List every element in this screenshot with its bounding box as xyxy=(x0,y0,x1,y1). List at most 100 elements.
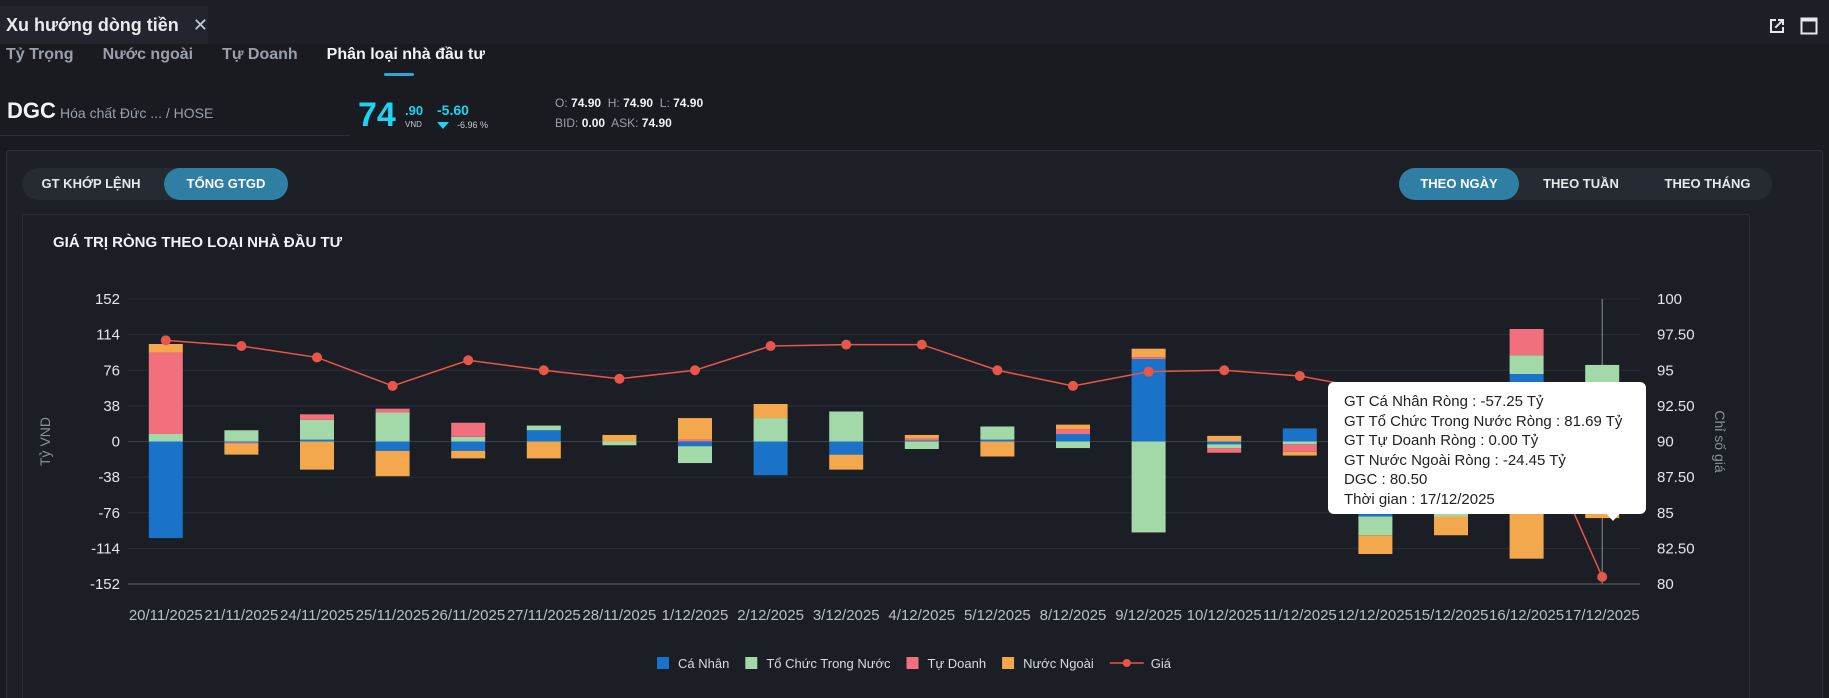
tong-gtgd-button[interactable]: TỔNG GTGD xyxy=(164,168,288,200)
tooltip-line: Thời gian : 17/12/2025 xyxy=(1344,490,1495,508)
open-external-icon[interactable] xyxy=(1767,16,1787,36)
bar-segment xyxy=(678,418,712,440)
bar-segment xyxy=(224,441,259,443)
x-tick-label: 15/12/2025 xyxy=(1413,607,1488,624)
company-name: Hóa chất Đức ... / HOSE xyxy=(60,105,213,121)
legend-swatch xyxy=(906,657,919,669)
bar-segment xyxy=(1282,444,1317,452)
theo-thang-button[interactable]: THEO THÁNG xyxy=(1664,176,1751,191)
price-decimal: .90 xyxy=(405,103,424,118)
bar-segment xyxy=(1358,516,1393,536)
price-point xyxy=(236,341,247,352)
price-point xyxy=(1294,370,1305,381)
open-label: O: xyxy=(555,96,568,110)
x-tick-label: 8/12/2025 xyxy=(1040,607,1107,624)
price-integer: 74 xyxy=(358,96,396,134)
tab-nuoc-ngoai[interactable]: Nước ngoài xyxy=(102,46,194,63)
bar-segment xyxy=(1434,516,1468,536)
close-icon[interactable]: ✕ xyxy=(192,15,208,35)
bar-segment xyxy=(375,441,410,451)
legend-label: Nước Ngoài xyxy=(1023,656,1094,671)
y-tick-label: -114 xyxy=(91,540,120,557)
window-title: Xu hướng dòng tiền xyxy=(6,14,179,35)
bar-segment xyxy=(1282,428,1317,442)
y2-tick-label: 97.50 xyxy=(1657,327,1695,344)
y-axis-title: Tỷ VND xyxy=(37,417,53,466)
price-point xyxy=(916,339,927,350)
x-tick-label: 3/12/2025 xyxy=(813,607,880,624)
chart-title: GIÁ TRỊ RÒNG THEO LOẠI NHÀ ĐẦU TƯ xyxy=(53,234,343,251)
x-tick-label: 16/12/2025 xyxy=(1489,607,1564,624)
tab-tu-doanh[interactable]: Tự Doanh xyxy=(222,46,298,63)
x-tick-label: 12/12/2025 xyxy=(1338,607,1413,624)
gt-khop-lenh-button[interactable]: GT KHỚP LỆNH xyxy=(41,176,141,191)
y-tick-label: -152 xyxy=(90,576,120,593)
tab-ty-trong[interactable]: Tỷ Trọng xyxy=(6,46,74,63)
legend-swatch xyxy=(745,657,758,669)
bar-segment xyxy=(980,441,1015,457)
high-label: H: xyxy=(607,96,620,110)
bar-segment xyxy=(224,443,259,455)
legend-label: Tổ Chức Trong Nước xyxy=(766,656,891,671)
bar-segment xyxy=(753,404,788,419)
y-tick-label: -38 xyxy=(98,469,120,486)
bar-segment xyxy=(300,419,334,440)
bar-segment xyxy=(224,442,259,444)
tooltip-line: GT Cá Nhân Ròng : -57.25 Tỷ xyxy=(1344,393,1544,410)
bar-segment xyxy=(375,408,410,413)
bar-segment xyxy=(1131,441,1166,533)
legend-line-point xyxy=(1122,659,1131,667)
bar-segment xyxy=(1056,429,1090,434)
bar-segment xyxy=(980,426,1015,440)
theo-tuan-button[interactable]: THEO TUẦN xyxy=(1543,176,1619,191)
x-tick-label: 24/11/2025 xyxy=(280,607,354,624)
price-point xyxy=(614,373,625,384)
bar-segment xyxy=(602,441,637,446)
open-value: 74.90 xyxy=(571,96,602,110)
x-tick-label: 4/12/2025 xyxy=(888,607,955,624)
y-tick-label: 152 xyxy=(95,291,120,308)
high-value: 74.90 xyxy=(623,96,654,110)
bar-segment xyxy=(148,441,183,539)
price-point xyxy=(690,365,700,376)
x-tick-label: 1/12/2025 xyxy=(662,607,729,624)
x-tick-label: 25/11/2025 xyxy=(356,607,430,624)
bar-segment xyxy=(1282,451,1317,456)
price-change-percent: -6.96 % xyxy=(457,120,489,130)
price-point xyxy=(1597,571,1608,582)
legend-label: Giá xyxy=(1151,656,1172,671)
bar-segment xyxy=(148,352,183,434)
price-point xyxy=(765,341,776,352)
legend-swatch xyxy=(657,657,669,669)
bar-segment xyxy=(526,430,561,442)
y2-tick-label: 90 xyxy=(1657,434,1674,451)
bar-segment xyxy=(526,441,561,459)
tab-phan-loai-nha-dau-tu[interactable]: Phân loại nhà đầu tư xyxy=(326,46,485,76)
maximize-icon[interactable] xyxy=(1799,16,1819,36)
tooltip-line: GT Nước Ngoài Ròng : -24.45 Tỷ xyxy=(1344,451,1566,469)
theo-ngay-button[interactable]: THEO NGÀY xyxy=(1399,168,1519,200)
price-point xyxy=(1219,365,1230,376)
legend-swatch xyxy=(1002,657,1015,669)
bar-segment xyxy=(829,411,864,442)
bar-segment xyxy=(451,441,486,451)
price-point xyxy=(160,335,171,346)
window-tab[interactable]: Xu hướng dòng tiền ✕ xyxy=(0,6,208,44)
x-tick-label: 17/12/2025 xyxy=(1565,607,1640,624)
y-tick-label: 0 xyxy=(112,434,120,451)
bar-segment xyxy=(980,439,1015,442)
x-tick-label: 27/11/2025 xyxy=(507,607,581,624)
y-tick-label: 114 xyxy=(96,327,120,344)
price-change: -5.60 xyxy=(437,102,469,118)
bid-value: 0.00 xyxy=(581,116,606,130)
bar-segment xyxy=(1131,357,1166,359)
price-unit: VND xyxy=(405,120,422,129)
x-tick-label: 28/11/2025 xyxy=(582,607,656,624)
stock-header: DGC Hóa chất Đức ... / HOSE xyxy=(0,88,350,136)
y2-tick-label: 92.50 xyxy=(1657,398,1695,415)
bar-segment xyxy=(753,441,788,476)
price-point xyxy=(538,365,549,376)
low-label: L: xyxy=(659,96,670,110)
bar-segment xyxy=(602,434,637,442)
